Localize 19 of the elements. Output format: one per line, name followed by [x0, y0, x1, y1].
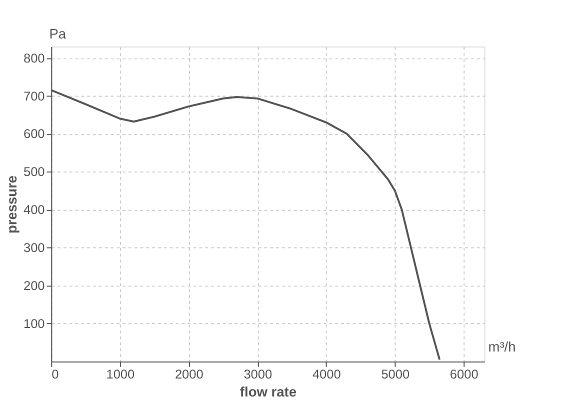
x-tick-label: 4000	[312, 366, 341, 382]
y-tick-label: 100	[23, 316, 45, 331]
y-tick-label: 800	[23, 50, 45, 66]
x-tick-label: 5000	[381, 366, 410, 382]
x-tick-label: 3000	[244, 366, 272, 382]
y-tick-label: 400	[23, 202, 45, 218]
x-tick-label: 0	[52, 366, 59, 382]
text: Pa	[49, 26, 66, 42]
x-tick-label: 2000	[174, 366, 204, 382]
y-tick-label: 600	[23, 126, 45, 142]
x-axis-title: flow rate	[240, 384, 297, 400]
x-tick-label: 6000	[450, 366, 478, 382]
y-tick-label: 300	[23, 240, 45, 256]
x-tick-label: 1000	[106, 366, 135, 382]
y-tick-label: 200	[23, 278, 45, 294]
y-tick-label: 500	[23, 164, 45, 180]
text: m³/h	[488, 340, 516, 355]
y-axis-title: pressure	[4, 175, 20, 234]
y-tick-label: 700	[23, 88, 45, 104]
